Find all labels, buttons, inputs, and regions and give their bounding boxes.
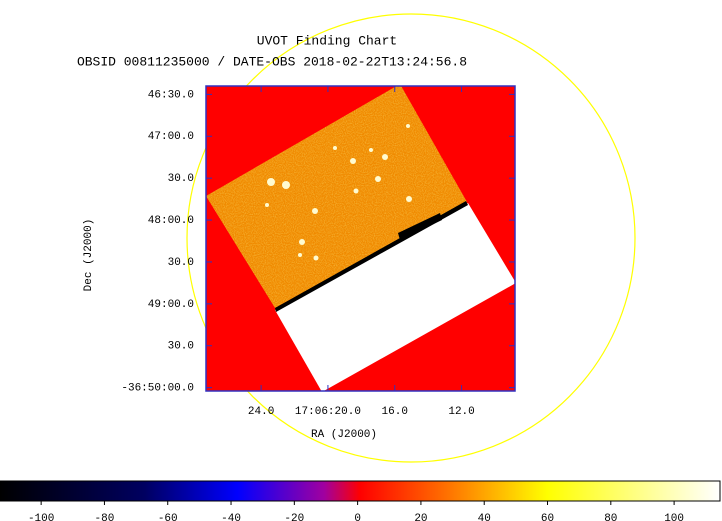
colorbar-tick-label: -100 <box>28 513 54 521</box>
y-tick-label: -36:50:00.0 <box>121 383 194 395</box>
colorbar-tick-label: 100 <box>664 513 684 521</box>
plot-frame <box>205 85 516 392</box>
x-axis-label: RA (J2000) <box>311 429 377 441</box>
aperture-circle <box>186 13 636 463</box>
colorbar-tick-label: 40 <box>478 513 491 521</box>
chart-subtitle: OBSID 00811235000 / DATE-OBS 2018-02-22T… <box>77 54 467 69</box>
colorbar-tick-label: -80 <box>95 513 115 521</box>
x-tick-label: 16.0 <box>382 406 408 418</box>
colorbar-tick-label: -60 <box>158 513 178 521</box>
sky-image <box>206 86 515 391</box>
colorbar-tick-label: -20 <box>284 513 304 521</box>
y-tick-label: 46:30.0 <box>148 89 194 101</box>
colorbar-tick-label: 0 <box>354 513 361 521</box>
chart-title: UVOT Finding Chart <box>257 33 397 48</box>
colorbar-tick-label: 60 <box>541 513 554 521</box>
colorbar <box>0 480 721 502</box>
x-tick-label: 24.0 <box>248 406 274 418</box>
x-tick-label: 12.0 <box>448 406 474 418</box>
colorbar-tick-label: -40 <box>221 513 241 521</box>
colorbar-tick-label: 20 <box>414 513 427 521</box>
colorbar-tick-label: 80 <box>604 513 617 521</box>
y-tick-label: 30.0 <box>168 173 194 185</box>
y-axis-label: Dec (J2000) <box>83 219 95 292</box>
x-tick-label: 17:06:20.0 <box>295 406 361 418</box>
y-tick-label: 30.0 <box>168 341 194 353</box>
y-tick-label: 30.0 <box>168 257 194 269</box>
y-tick-label: 48:00.0 <box>148 215 194 227</box>
y-tick-label: 49:00.0 <box>148 299 194 311</box>
y-tick-label: 47:00.0 <box>148 131 194 143</box>
